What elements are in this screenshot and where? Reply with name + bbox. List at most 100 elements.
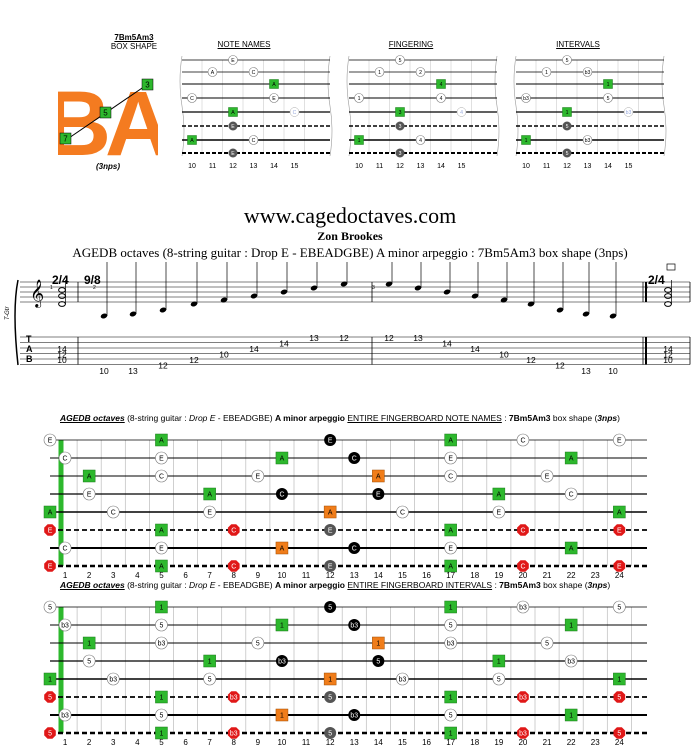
svg-text:4: 4 bbox=[419, 138, 422, 144]
fret-marker: A bbox=[203, 487, 216, 501]
svg-text:12: 12 bbox=[563, 163, 571, 170]
note-head bbox=[190, 301, 198, 307]
svg-text:1: 1 bbox=[497, 659, 501, 666]
svg-text:5: 5 bbox=[256, 641, 260, 648]
fret-marker: E bbox=[540, 469, 554, 483]
tab-number: 13 bbox=[309, 333, 319, 343]
fret-number: 16 bbox=[422, 571, 431, 578]
page-subtitle: AGEDB octaves (8-string guitar : Drop E … bbox=[72, 245, 628, 260]
svg-text:5: 5 bbox=[160, 623, 164, 630]
tab-number: 12 bbox=[158, 361, 168, 371]
fret-marker: A bbox=[228, 107, 238, 117]
svg-text:5: 5 bbox=[566, 58, 569, 64]
note-head bbox=[471, 293, 479, 299]
fret-marker: C bbox=[348, 542, 361, 554]
svg-text:E: E bbox=[328, 564, 333, 571]
fret-marker: A bbox=[444, 559, 457, 573]
svg-text:C: C bbox=[352, 456, 357, 463]
svg-text:1: 1 bbox=[545, 70, 548, 76]
svg-text:1: 1 bbox=[449, 695, 453, 702]
svg-text:5: 5 bbox=[48, 731, 52, 738]
svg-text:E: E bbox=[328, 438, 333, 445]
note-head bbox=[556, 307, 564, 313]
svg-text:b3: b3 bbox=[585, 138, 591, 144]
svg-text:A: A bbox=[190, 138, 194, 144]
tab-number: 10 bbox=[219, 350, 229, 360]
svg-text:3: 3 bbox=[399, 124, 402, 130]
fret-marker: E bbox=[44, 524, 56, 536]
site-url[interactable]: www.cagedoctaves.com bbox=[243, 203, 457, 228]
fret-marker: C bbox=[58, 541, 72, 555]
svg-text:1: 1 bbox=[566, 110, 569, 116]
tab-number: 14 bbox=[442, 339, 452, 349]
diagram-title-fingering: FINGERING bbox=[388, 40, 434, 49]
svg-text:C: C bbox=[279, 492, 284, 499]
fret-marker: 1 bbox=[354, 135, 364, 145]
fret-marker: A bbox=[444, 523, 457, 537]
svg-text:3: 3 bbox=[372, 285, 375, 291]
fret-marker: E bbox=[324, 560, 337, 572]
fret-marker: 5 bbox=[155, 708, 168, 722]
fret-marker: A bbox=[275, 451, 289, 465]
svg-text:A: A bbox=[569, 546, 574, 553]
svg-text:13: 13 bbox=[250, 163, 258, 170]
svg-text:5: 5 bbox=[566, 124, 569, 130]
tab-number: 14 bbox=[57, 344, 67, 354]
time-sig-3: 2/4 bbox=[648, 273, 665, 287]
fret-number: 19 bbox=[494, 738, 503, 746]
fret-number: 4 bbox=[135, 738, 140, 746]
fret-marker: b3 bbox=[582, 135, 593, 145]
fret-marker: b3 bbox=[155, 636, 168, 650]
box-shape-nps: (3nps) bbox=[96, 162, 120, 171]
svg-text:4: 4 bbox=[460, 110, 463, 116]
fret-marker: E bbox=[613, 524, 626, 536]
instrument-label: T-Gtr bbox=[5, 306, 11, 320]
svg-text:A: A bbox=[376, 474, 381, 481]
fret-number: 19 bbox=[494, 571, 503, 578]
svg-text:13: 13 bbox=[584, 163, 592, 170]
svg-text:5: 5 bbox=[399, 58, 402, 64]
fret-number: 7 bbox=[207, 738, 212, 746]
fret-number: 21 bbox=[543, 738, 552, 746]
svg-text:5: 5 bbox=[48, 605, 52, 612]
svg-text:1: 1 bbox=[328, 677, 332, 684]
fret-marker: C bbox=[289, 107, 300, 117]
tab-letter-t: T bbox=[26, 334, 32, 344]
svg-text:14: 14 bbox=[437, 163, 445, 170]
chord-note bbox=[58, 301, 66, 307]
svg-text:E: E bbox=[159, 546, 164, 553]
tab-number: 12 bbox=[526, 355, 536, 365]
time-sig-1: 2/4 bbox=[52, 273, 69, 287]
note-head bbox=[609, 313, 617, 319]
fret-number: 11 bbox=[302, 571, 311, 578]
tab-number: 10 bbox=[499, 350, 509, 360]
fret-number: 6 bbox=[183, 738, 188, 746]
fret-marker: 5 bbox=[155, 618, 168, 632]
svg-text:C: C bbox=[448, 474, 453, 481]
svg-text:C: C bbox=[159, 474, 164, 481]
svg-text:1: 1 bbox=[358, 96, 361, 102]
fret-marker: 5 bbox=[613, 691, 626, 703]
svg-text:10: 10 bbox=[188, 163, 196, 170]
svg-text:5: 5 bbox=[48, 695, 52, 702]
fret-number: 11 bbox=[302, 738, 311, 746]
svg-text:14: 14 bbox=[270, 163, 278, 170]
fret-marker: E bbox=[43, 433, 57, 447]
fret-marker: b3 bbox=[348, 619, 361, 631]
tab-number: 10 bbox=[663, 355, 673, 365]
fret-marker: 1 bbox=[562, 107, 572, 117]
fret-marker: A bbox=[492, 487, 506, 501]
svg-text:b3: b3 bbox=[519, 605, 527, 612]
note-head bbox=[414, 285, 422, 291]
fret-marker: 1 bbox=[374, 67, 385, 77]
svg-text:1: 1 bbox=[617, 677, 621, 684]
fret-number: 4 bbox=[135, 571, 140, 578]
svg-text:1: 1 bbox=[160, 695, 164, 702]
svg-text:b3: b3 bbox=[158, 641, 166, 648]
note-head bbox=[443, 289, 451, 295]
svg-text:5: 5 bbox=[328, 695, 332, 702]
svg-text:E: E bbox=[159, 456, 164, 463]
fret-marker: b3 bbox=[564, 654, 578, 668]
svg-text:1: 1 bbox=[208, 659, 212, 666]
fret-number: 12 bbox=[326, 738, 335, 746]
